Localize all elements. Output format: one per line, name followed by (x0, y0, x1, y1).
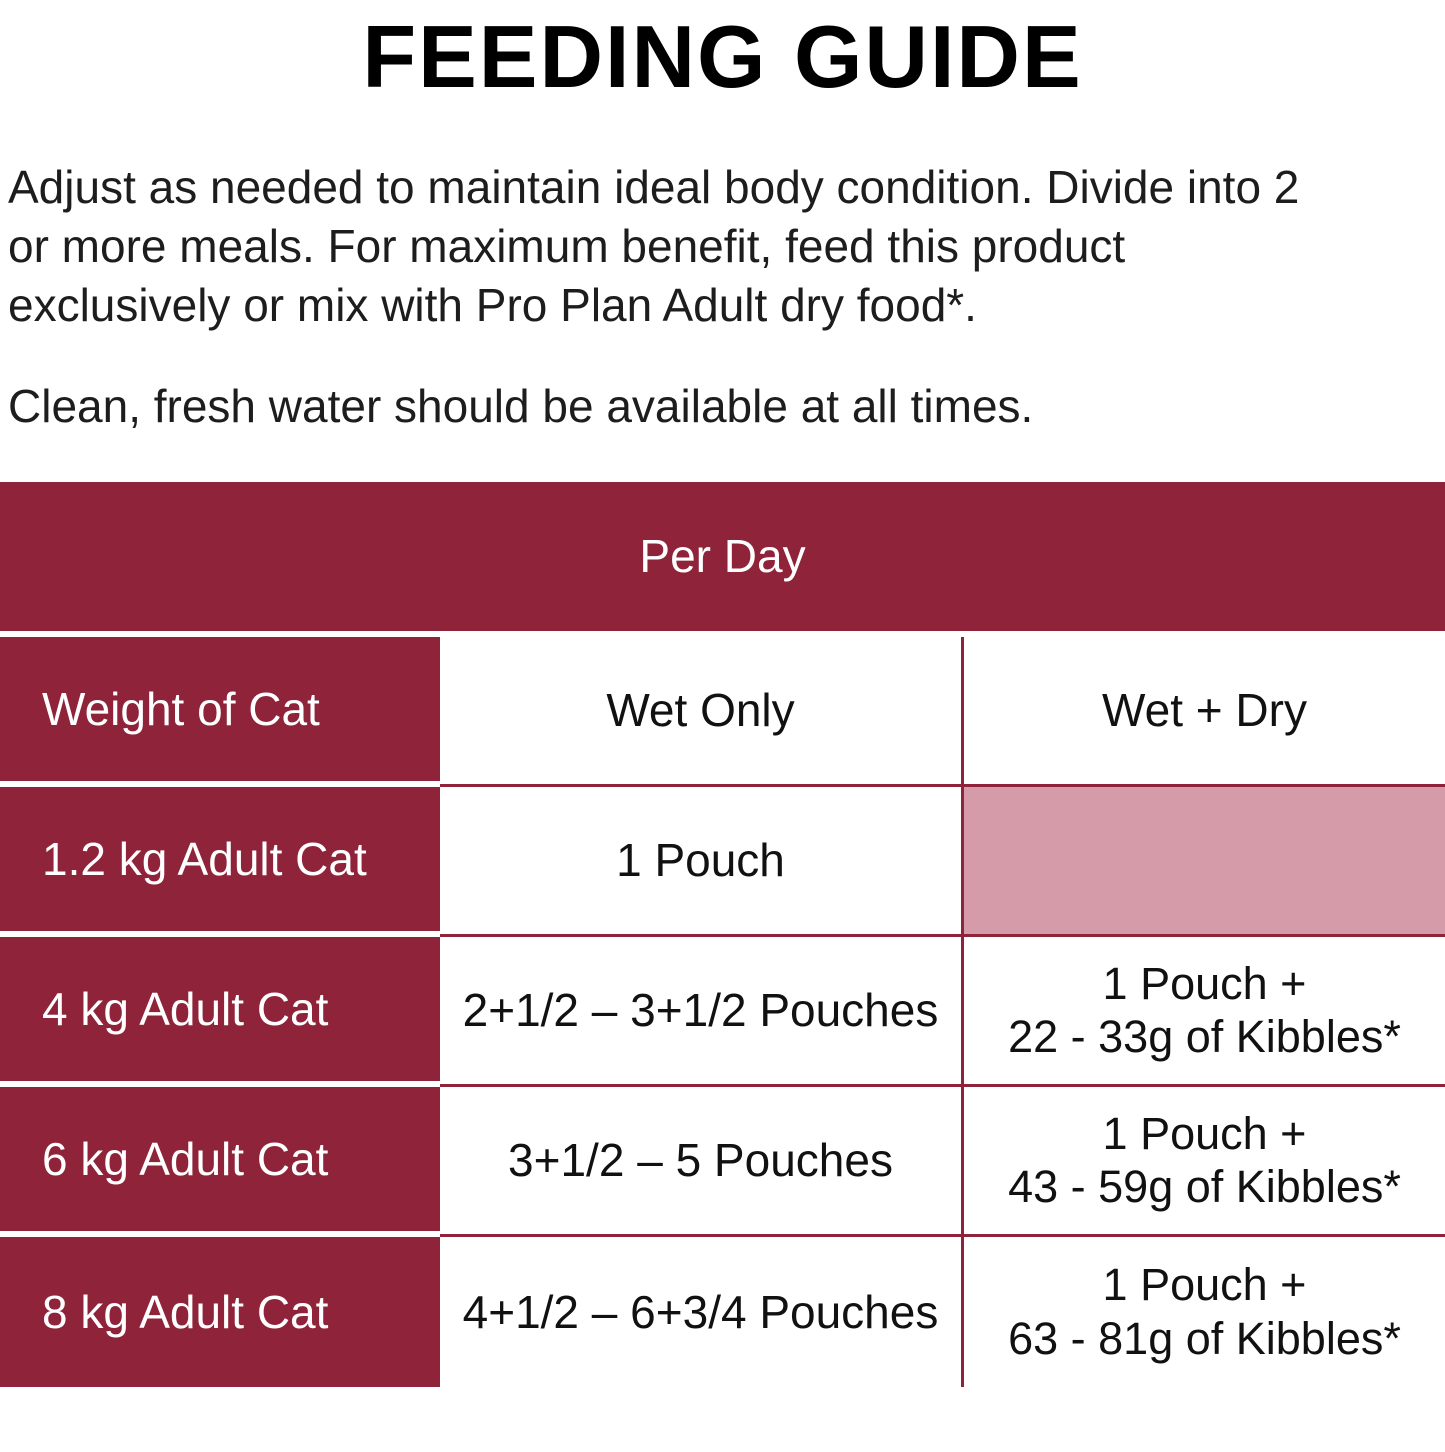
weight-cell: 1.2 kg Adult Cat (0, 786, 440, 937)
weight-cell: 4 kg Adult Cat (0, 936, 440, 1087)
intro-paragraph-1: Adjust as needed to maintain ideal body … (8, 161, 1300, 331)
wet-only-cell: 1 Pouch (440, 786, 964, 937)
wet-dry-line-1: 1 Pouch + (1102, 1107, 1307, 1159)
wet-dry-cell: 1 Pouch + 63 - 81g of Kibbles* (964, 1236, 1445, 1387)
intro-paragraph-2: Clean, fresh water should be available a… (8, 379, 1034, 432)
column-header-weight: Weight of Cat (0, 636, 440, 787)
wet-dry-cell: 1 Pouch + 22 - 33g of Kibbles* (964, 936, 1445, 1087)
wet-only-cell: 3+1/2 – 5 Pouches (440, 1086, 964, 1237)
table-banner-per-day: Per Day (0, 481, 1445, 637)
column-header-wet-only: Wet Only (440, 636, 964, 787)
wet-dry-line-1: 1 Pouch + (1102, 1259, 1307, 1311)
wet-dry-line-1: 1 Pouch + (1102, 957, 1307, 1009)
column-header-wet-dry: Wet + Dry (964, 636, 1445, 787)
wet-dry-line-2: 43 - 59g of Kibbles* (1008, 1161, 1401, 1212)
weight-cell: 6 kg Adult Cat (0, 1086, 440, 1237)
feeding-guide-table: Per Day Weight of Cat Wet Only Wet + Dry… (0, 481, 1445, 1387)
wet-dry-line-2: 63 - 81g of Kibbles* (1008, 1312, 1401, 1364)
weight-cell: 8 kg Adult Cat (0, 1236, 440, 1387)
wet-dry-line-2: 22 - 33g of Kibbles* (1008, 1011, 1401, 1062)
wet-only-cell: 2+1/2 – 3+1/2 Pouches (440, 936, 964, 1087)
wet-dry-cell: 1 Pouch + 43 - 59g of Kibbles* (964, 1086, 1445, 1237)
intro-text: Adjust as needed to maintain ideal body … (0, 158, 1445, 436)
wet-dry-cell-empty (964, 786, 1445, 937)
page-title: FEEDING GUIDE (362, 7, 1083, 106)
wet-only-cell: 4+1/2 – 6+3/4 Pouches (440, 1236, 964, 1387)
